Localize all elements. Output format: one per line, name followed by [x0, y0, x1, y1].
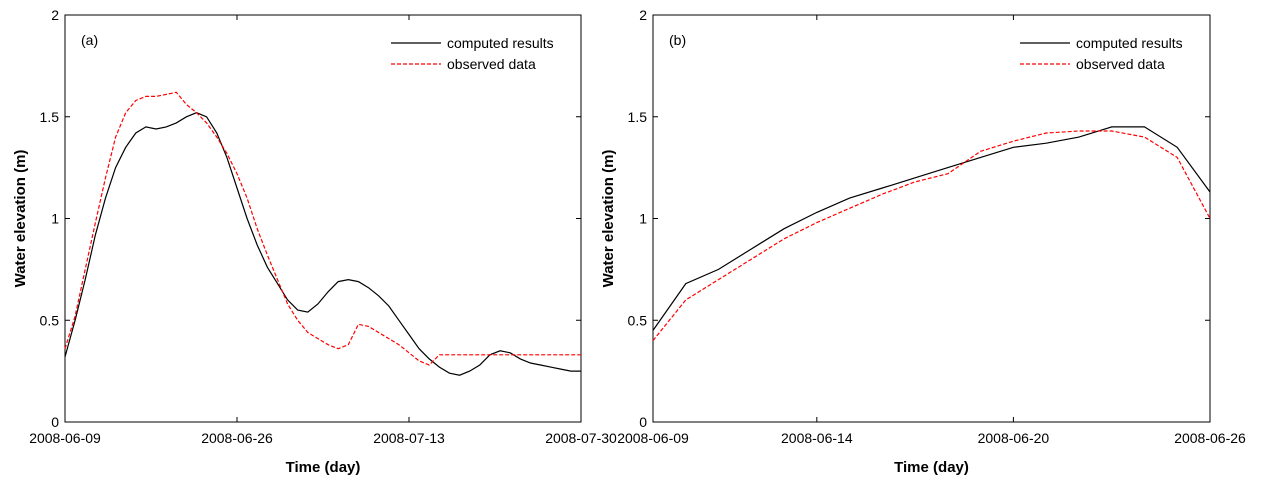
x-tick-label: 2008-06-20: [978, 430, 1050, 446]
data-line: [64, 91, 581, 366]
x-tick-label: 2008-07-30: [545, 430, 617, 446]
data-line: [64, 112, 581, 376]
data-line: [652, 130, 1211, 341]
legend-label: observed data: [447, 56, 536, 72]
y-tick-label: 2: [639, 7, 647, 23]
x-tick-label: 2008-06-14: [781, 430, 853, 446]
x-tick-label: 2008-06-09: [29, 430, 101, 446]
y-tick-label: 0: [51, 414, 59, 430]
y-tick-label: 0: [639, 414, 647, 430]
legend-label: computed results: [447, 35, 554, 51]
plot-area: [64, 14, 582, 423]
x-axis-label: Time (day): [286, 459, 361, 476]
y-tick-label: 0.5: [628, 312, 648, 328]
data-line: [652, 126, 1211, 331]
y-tick-label: 2: [51, 7, 59, 23]
x-tick-label: 2008-06-26: [201, 430, 273, 446]
panel-label: (b): [669, 32, 686, 48]
legend-label: computed results: [1076, 35, 1183, 51]
y-tick-label: 1.5: [628, 109, 648, 125]
y-axis-label: Water elevation (m): [600, 150, 617, 288]
legend-label: observed data: [1076, 56, 1165, 72]
x-tick-label: 2008-06-09: [617, 430, 689, 446]
x-axis-label: Time (day): [894, 459, 969, 476]
plot-area: [652, 14, 1211, 423]
panel-label: (a): [81, 32, 98, 48]
x-tick-label: 2008-07-13: [373, 430, 445, 446]
x-tick-label: 2008-06-26: [1174, 430, 1246, 446]
y-tick-label: 0.5: [40, 312, 60, 328]
y-tick-label: 1: [639, 211, 647, 227]
y-tick-label: 1: [51, 211, 59, 227]
y-axis-label: Water elevation (m): [12, 150, 29, 288]
y-tick-label: 1.5: [40, 109, 60, 125]
